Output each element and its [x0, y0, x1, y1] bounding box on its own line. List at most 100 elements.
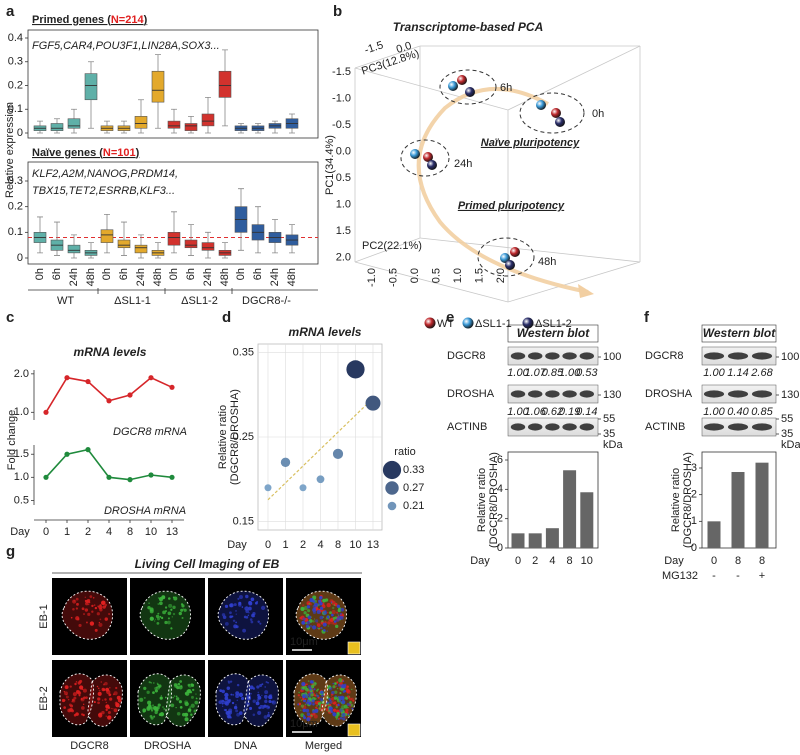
- signal: [337, 614, 339, 616]
- signal: [228, 710, 233, 715]
- signal: [167, 611, 172, 616]
- signal: [91, 610, 94, 613]
- signal: [346, 693, 349, 695]
- signal: [233, 624, 238, 629]
- x-tick-label: 1: [282, 539, 288, 551]
- signal: [252, 713, 256, 717]
- pc1-tick-label: -0.5: [332, 119, 351, 131]
- signal: [266, 714, 271, 718]
- signal: [153, 620, 156, 622]
- bar: [731, 472, 745, 548]
- sample-sphere: [505, 260, 515, 270]
- signal: [226, 686, 231, 690]
- signal: [248, 612, 250, 614]
- signal: [179, 680, 183, 683]
- signal: [327, 621, 331, 625]
- title-part: ): [144, 14, 148, 26]
- signal: [331, 690, 335, 695]
- quantification: 1.07: [524, 367, 546, 379]
- signal: [320, 626, 323, 630]
- signal: [164, 696, 167, 699]
- signal: [319, 606, 324, 611]
- signal: [159, 712, 165, 717]
- band: [751, 352, 773, 360]
- blot-row-label: ACTINB: [447, 421, 487, 433]
- signal: [147, 606, 151, 610]
- signal: [98, 621, 100, 624]
- signal: [306, 620, 311, 625]
- signal: [184, 712, 189, 717]
- signal: [303, 699, 306, 703]
- signal: [175, 695, 178, 698]
- x-tick-label: 8: [759, 555, 765, 567]
- signal: [78, 623, 82, 627]
- signal: [300, 704, 305, 708]
- micrograph: [208, 578, 283, 655]
- x-axis-label: Day: [470, 555, 490, 567]
- signal: [247, 606, 252, 611]
- signal: [221, 689, 225, 694]
- signal: [83, 696, 86, 699]
- signal: [94, 628, 98, 632]
- y-tick-label: 0: [17, 127, 23, 139]
- legend-label: 0.27: [403, 482, 424, 494]
- signal: [318, 705, 320, 707]
- signal: [348, 697, 352, 701]
- annotation: Primed pluripotency: [458, 200, 565, 212]
- signal: [230, 693, 233, 696]
- point: [85, 378, 91, 385]
- signal: [304, 685, 308, 689]
- signal: [340, 696, 345, 700]
- signal: [347, 706, 349, 709]
- signal: [157, 703, 161, 707]
- signal: [310, 714, 313, 717]
- signal: [100, 681, 102, 683]
- signal: [150, 709, 154, 712]
- signal: [73, 713, 77, 717]
- box: [184, 123, 198, 131]
- signal: [334, 696, 337, 700]
- y-tick-label: 4: [497, 483, 503, 495]
- band: [751, 423, 773, 431]
- signal: [257, 710, 262, 715]
- signal: [238, 711, 243, 715]
- signal: [327, 625, 330, 627]
- x-axis-label: Day: [10, 526, 30, 538]
- y-axis-label: Relative ratio: [476, 468, 488, 532]
- signal: [171, 616, 174, 618]
- treatment-sign: -: [712, 570, 716, 582]
- time-label: 24h: [135, 268, 147, 286]
- signal: [168, 603, 173, 608]
- signal: [98, 687, 100, 690]
- signal: [97, 691, 102, 696]
- signal: [117, 698, 122, 703]
- signal: [112, 707, 114, 710]
- signal: [180, 603, 184, 606]
- x-tick-label: 2: [532, 555, 538, 567]
- sample-sphere: [423, 152, 433, 162]
- point: [127, 392, 133, 398]
- legend-label: ΔSL1-1: [475, 318, 512, 330]
- band: [727, 423, 749, 431]
- time-label: 0h: [34, 268, 46, 280]
- signal: [267, 711, 270, 714]
- y-tick-label: 0.25: [233, 431, 254, 443]
- band: [727, 390, 749, 398]
- pc1-tick-label: -1.5: [332, 66, 351, 78]
- point: [43, 474, 49, 480]
- signal: [159, 615, 162, 618]
- scale-bar-label: 10μm: [290, 636, 318, 648]
- point: [169, 474, 175, 480]
- signal: [316, 606, 319, 608]
- signal: [74, 682, 77, 686]
- x-tick-label: 0: [43, 526, 49, 538]
- time-label: 48h: [286, 268, 298, 286]
- signal: [76, 602, 79, 606]
- y-tick-label: 0: [17, 252, 23, 264]
- signal: [156, 621, 160, 625]
- signal: [75, 681, 78, 683]
- signal: [255, 701, 260, 706]
- x-tick-label: 4: [317, 539, 323, 551]
- pc1-label: PC1(34.4%): [324, 135, 336, 195]
